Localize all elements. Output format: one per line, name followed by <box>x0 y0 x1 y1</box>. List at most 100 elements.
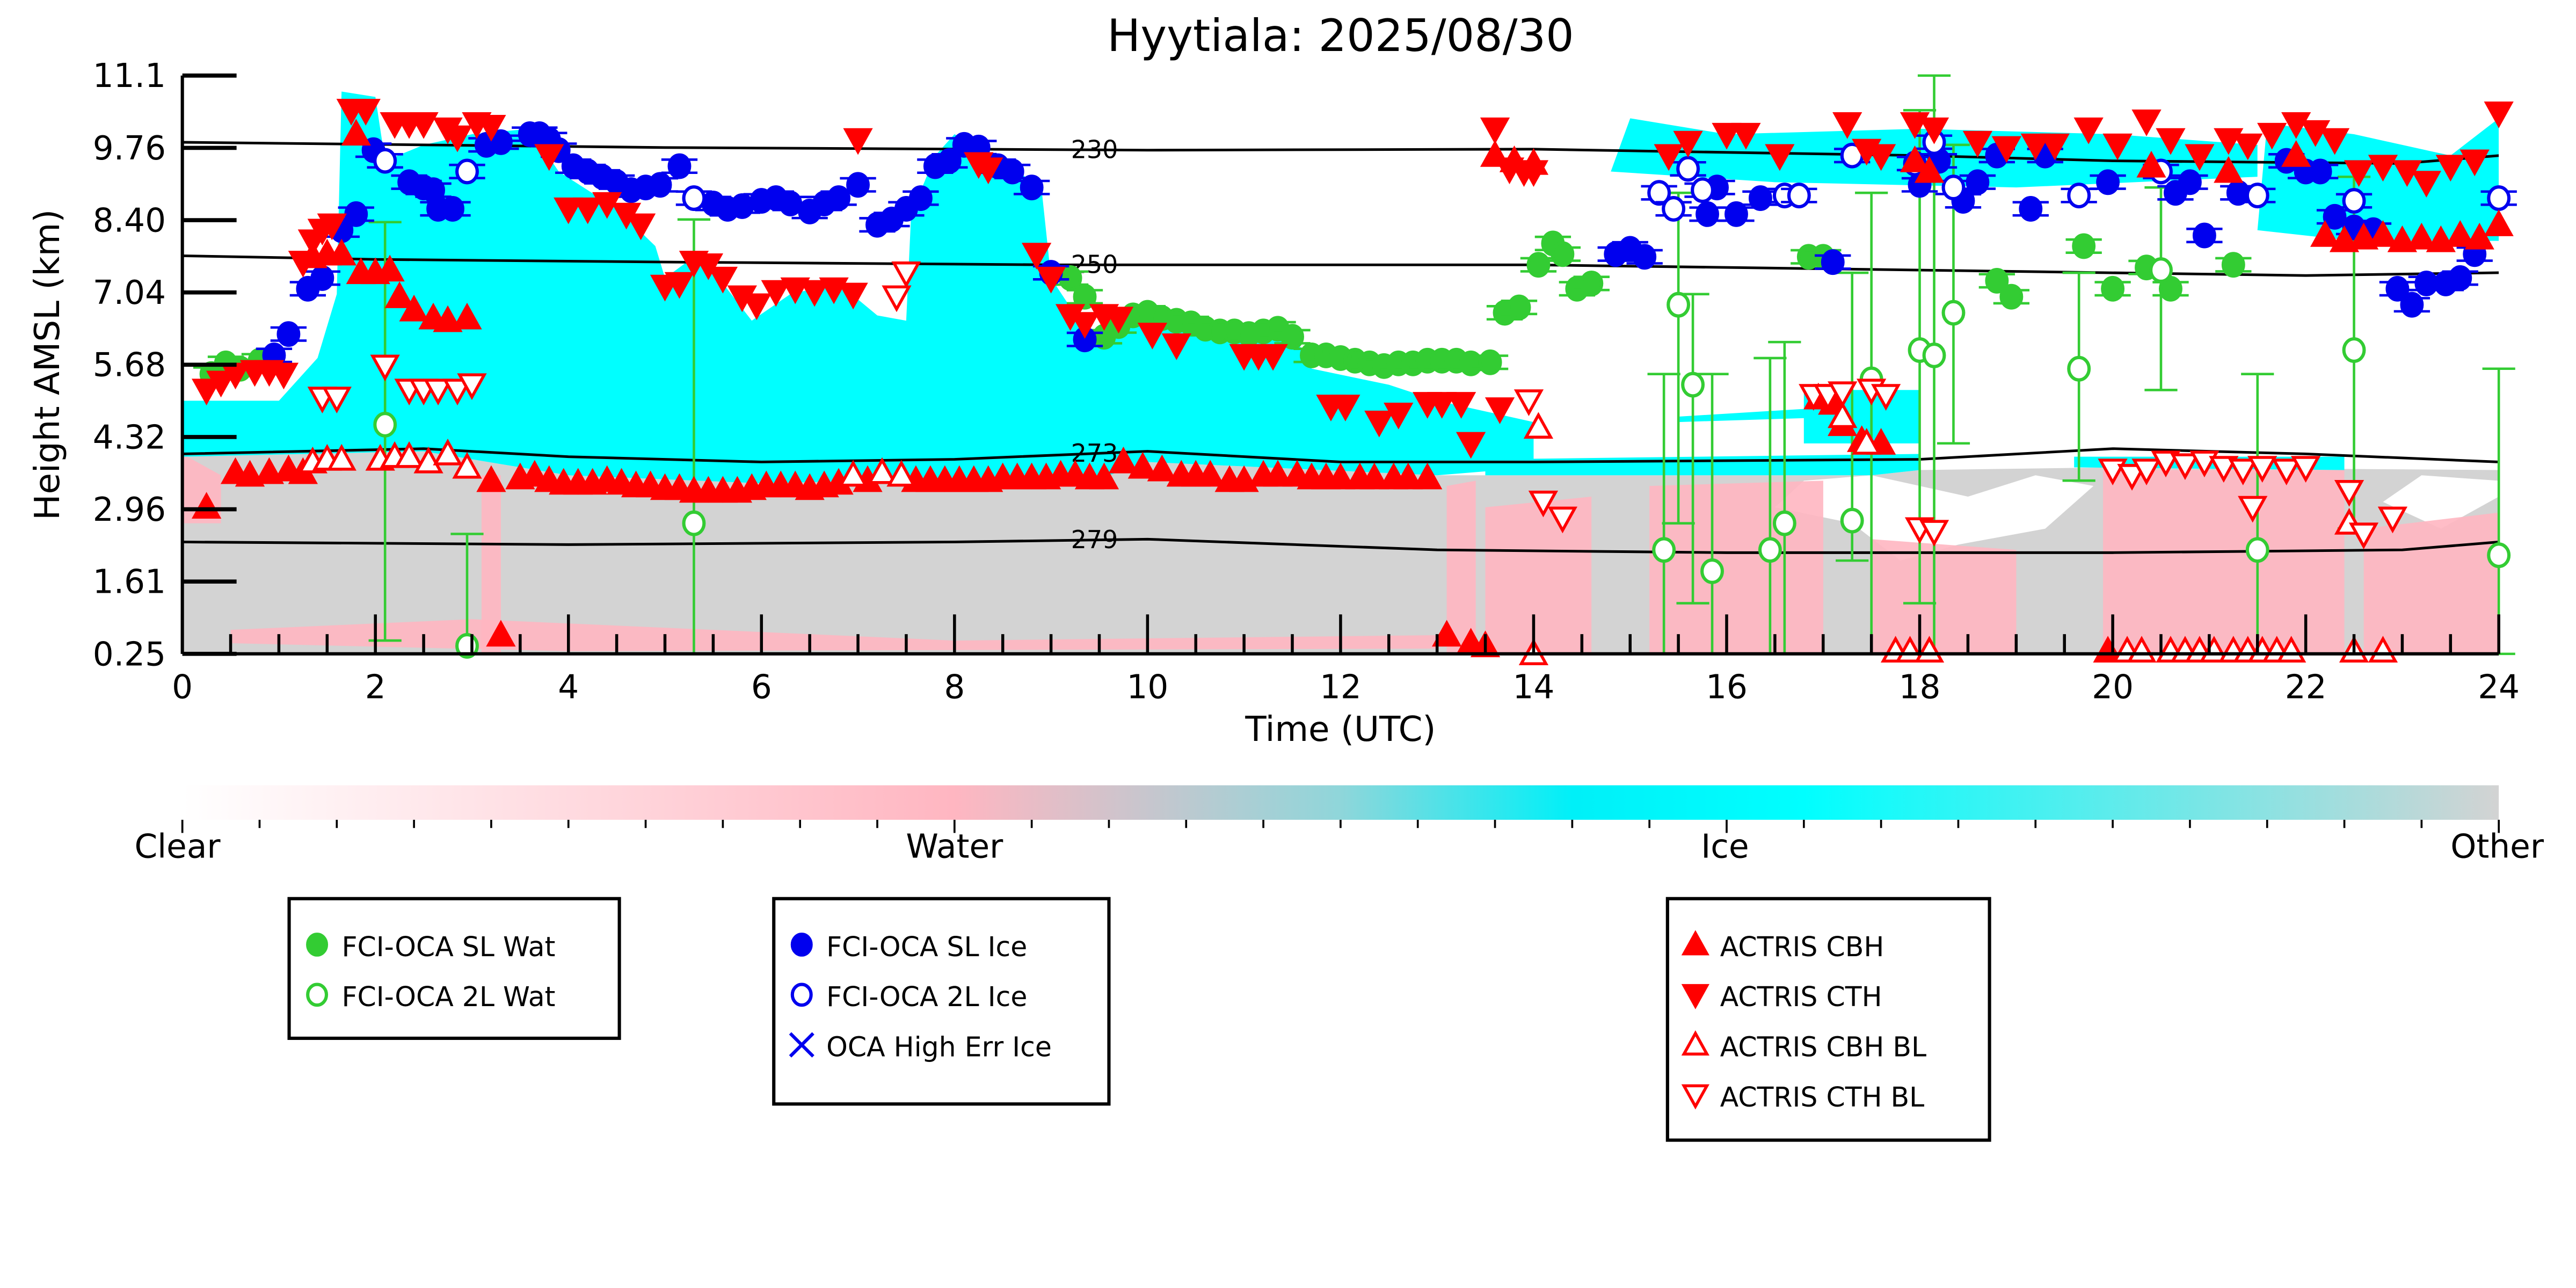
actris-cth-point <box>2484 101 2514 128</box>
actris-cbh-bl-point <box>452 452 482 479</box>
fci-oca-2l-ice-point <box>2342 188 2366 214</box>
fci-oca-2l-wat-point <box>1652 537 1676 563</box>
actris-cbh-point <box>235 460 265 487</box>
actris-cbh-bl-point <box>1914 636 1945 663</box>
actris-cth-bl-point <box>1919 520 1949 547</box>
legend-frame <box>1665 897 1991 1142</box>
legend-box-2: FCI-OCA SL Ice FCI-OCA 2L Ice OCA High Err… <box>772 897 1111 1106</box>
actris-cth-point <box>2233 133 2263 161</box>
actris-cbh-point <box>1393 462 1423 490</box>
chart-title: Hyytiala: 2025/08/30 <box>1107 10 1574 62</box>
actris-cbh-point <box>486 620 516 647</box>
fci-oca-sl-ice-point <box>2226 180 2250 206</box>
actris-cbh-point <box>191 492 222 519</box>
fci-oca-sl-wat-point <box>1526 252 1551 278</box>
actris-cth-point <box>1427 392 1457 419</box>
x-tick-label: 16 <box>1706 668 1748 706</box>
actris-cbh-point <box>375 254 405 282</box>
actris-cth-point <box>2040 133 2070 161</box>
actris-cth-point <box>409 112 439 139</box>
fci-oca-sl-ice-point <box>2019 195 2043 222</box>
actris-cth-bl-point <box>891 261 921 288</box>
actris-cth-point <box>1485 397 1515 424</box>
actris-cbh-point <box>452 302 482 330</box>
fci-oca-2l-wat-point <box>2342 337 2366 363</box>
actris-cth-point <box>554 197 584 224</box>
y-tick-label: 1.61 <box>93 563 166 601</box>
actris-cth-point <box>1137 323 1167 350</box>
actris-cth-point <box>625 213 656 241</box>
actris-cbh-point <box>1263 460 1293 487</box>
fci-oca-2l-wat-point <box>1700 558 1724 584</box>
fci-oca-2l-ice-point <box>2067 183 2091 209</box>
x-tick-label: 6 <box>751 668 772 706</box>
water-region <box>230 619 1437 651</box>
actris-cbh-point <box>2406 222 2436 250</box>
actris-cth-point <box>1712 122 1742 150</box>
legend-marker-icon <box>1681 930 1709 956</box>
actris-cth-point <box>843 128 873 155</box>
fci-oca-sl-ice-point <box>1821 249 1845 275</box>
actris-cth-bl-point <box>2334 479 2364 507</box>
actris-cbh-bl-point <box>2276 636 2306 663</box>
fci-oca-sl-ice-point <box>2178 169 2202 195</box>
fci-oca-2l-ice-point <box>1662 195 1686 222</box>
fci-oca-2l-ice-point <box>455 158 479 185</box>
fci-oca-2l-wat-point <box>2245 537 2269 563</box>
actris-cbh-bl-point <box>867 457 897 484</box>
actris-cth-point <box>2459 149 2490 177</box>
actris-cth-bl-point <box>2291 456 2321 483</box>
actris-cbh-bl-point <box>1523 412 1554 439</box>
actris-cth-point <box>1673 130 1703 158</box>
actris-cth-bl-point <box>2228 459 2258 485</box>
actris-cth-point <box>2020 133 2050 161</box>
actris-cth-bl-point <box>2272 459 2302 485</box>
x-tick-label: 14 <box>1513 668 1555 706</box>
actris-cbh-point <box>1127 452 1158 479</box>
fci-oca-sl-ice-point <box>2308 158 2332 185</box>
actris-cth-point <box>1036 266 1066 294</box>
y-tick-label: 2.96 <box>93 491 166 529</box>
actris-cth-point <box>288 251 318 278</box>
fci-oca-sl-wat-point <box>1580 270 1604 296</box>
water-region <box>1485 497 1592 654</box>
fci-oca-sl-ice-point <box>489 129 513 155</box>
actris-cth-point <box>2131 110 2162 136</box>
actris-cbh-point <box>520 460 550 487</box>
fci-oca-2l-ice-point <box>2245 183 2269 209</box>
fci-oca-sl-wat-point <box>1478 349 1502 375</box>
colorbar-label-water: Water <box>906 827 1003 865</box>
fci-oca-sl-ice-point <box>1966 169 1990 195</box>
fci-oca-sl-ice-point <box>648 172 672 198</box>
legend-marker-icon <box>1681 984 1709 1009</box>
actris-cth-bl-point <box>442 379 472 406</box>
legend-marker-icon <box>1681 1030 1709 1056</box>
actris-cbh-point <box>1900 145 1930 172</box>
actris-cth-point <box>2102 133 2133 161</box>
fci-oca-2l-ice-point <box>373 148 397 174</box>
fci-oca-sl-ice-point <box>2400 292 2424 318</box>
actris-cth-point <box>2300 120 2331 147</box>
fci-oca-2l-wat-point <box>1758 537 1782 563</box>
actris-cth-point <box>708 266 738 294</box>
legend-marker-icon <box>306 983 329 1007</box>
actris-cth-bl-point <box>370 354 400 382</box>
actris-cbh-point <box>1914 156 1945 183</box>
actris-cth-bl-point <box>2247 456 2277 483</box>
actris-cth-point <box>2435 155 2465 182</box>
x-tick-label: 0 <box>172 668 193 706</box>
actris-cth-bl-point <box>1528 490 1559 518</box>
actris-cbh-point <box>326 238 356 266</box>
actris-cbh-point <box>2329 225 2360 252</box>
fci-oca-2l-ice-point <box>1787 183 1811 209</box>
y-tick-label: 0.25 <box>93 635 166 673</box>
actris-cth-bl-point <box>2170 453 2200 481</box>
fci-oca-sl-ice-point <box>2096 169 2120 195</box>
actris-cbh-bl-point <box>1828 401 1858 428</box>
actris-cth-bl-point <box>2131 459 2162 485</box>
fci-oca-sl-wat-point <box>1507 294 1531 321</box>
legend-label: FCI-OCA SL Wat <box>341 931 555 963</box>
legend-label: ACTRIS CBH <box>1720 931 1884 963</box>
actris-cbh-bl-point <box>433 438 463 465</box>
fci-oca-2l-wat-point <box>1922 342 1946 368</box>
